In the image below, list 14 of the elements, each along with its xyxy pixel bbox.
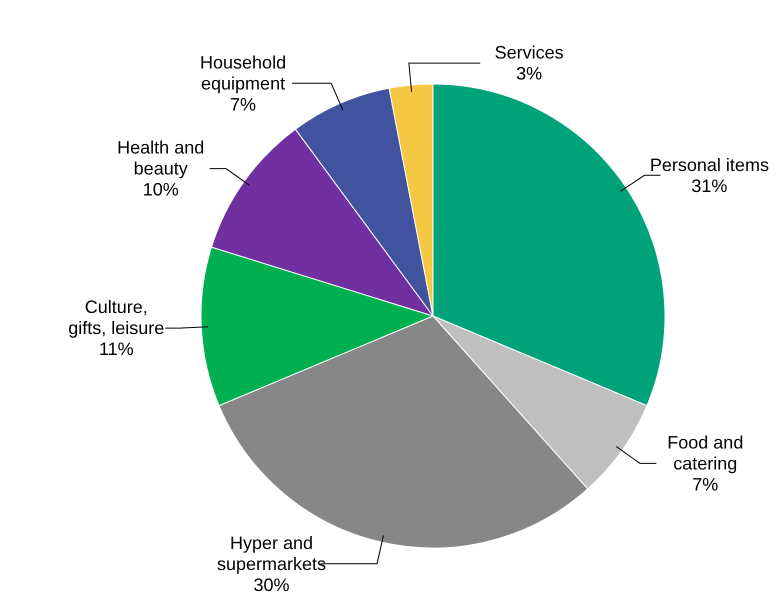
slice-label: Household equipment bbox=[200, 52, 286, 94]
slice-label: Services bbox=[494, 42, 564, 63]
data-label: 10% bbox=[142, 180, 179, 200]
data-label: 30% bbox=[253, 574, 290, 595]
slice-label: Food and catering bbox=[667, 432, 744, 474]
data-label: 11% bbox=[98, 339, 134, 360]
slice-label: Personal items bbox=[650, 154, 769, 175]
data-label: 7% bbox=[230, 94, 256, 114]
data-label: 7% bbox=[692, 474, 718, 494]
slice-label: Health and beauty bbox=[117, 138, 204, 179]
data-label: 3% bbox=[516, 64, 542, 84]
data-label: 31% bbox=[691, 176, 728, 196]
slice-label: Hyper and supermarkets bbox=[216, 532, 326, 574]
slice-label: Culture, gifts, leisure bbox=[68, 297, 164, 338]
